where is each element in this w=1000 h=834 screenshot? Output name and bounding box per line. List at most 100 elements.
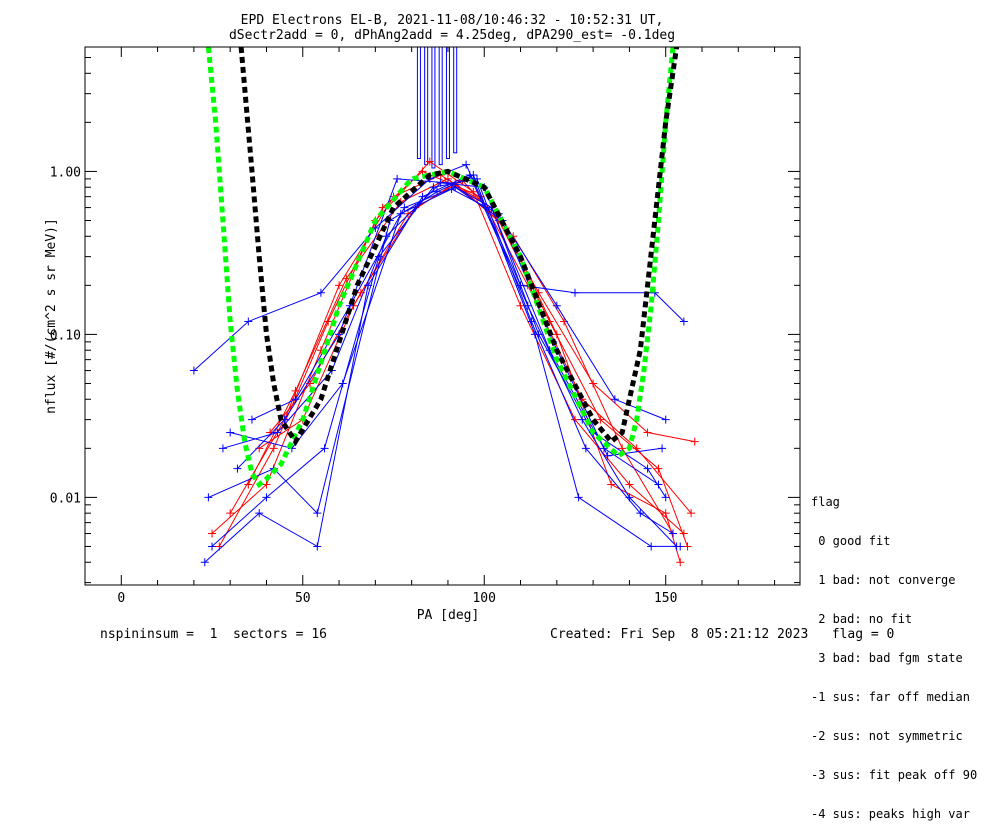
blue-data-point [291,395,300,404]
blue-data-point [218,444,227,453]
blue-data-point [313,509,322,518]
red-data-point [244,480,253,489]
blue-data-line [230,188,663,457]
red-data-point [625,480,634,489]
blue-data-point [244,317,253,326]
blue-data-line [222,182,667,498]
red-data-point [262,480,271,489]
blue-data-point [400,203,409,212]
red-data-point [596,415,605,424]
red-data-point [291,386,300,395]
spike-bar [453,46,458,154]
blue-data-point [603,451,612,460]
blue-data-point [226,428,235,437]
flag-legend-item: 0 good fit [811,534,891,548]
blue-data-point [233,464,242,473]
red-data-point [607,480,616,489]
red-data-point [643,428,652,437]
red-data-point [335,281,344,290]
blue-data-point [338,379,347,388]
blue-data-point [578,415,587,424]
flag-legend-item: -1 sus: far off median [811,690,970,704]
series-layer [189,46,699,567]
red-data-point [654,464,663,473]
red-data-point [687,509,696,518]
blue-data-point [189,366,198,375]
pitch-angle-chart: EPD Electrons EL-B, 2021-11-08/10:46:32 … [44,13,801,623]
x-axis-label: PA [deg] [417,608,480,623]
blue-data-point [204,493,213,502]
blue-data-line [208,174,681,547]
blue-data-point [200,558,209,567]
blue-data-point [610,395,619,404]
spike-bar [438,46,443,166]
spike-bar [424,46,429,166]
blue-data-point [647,542,656,551]
red-data-point [425,157,434,166]
red-data-point [589,379,598,388]
blue-data-point [668,529,677,538]
blue-data-line [204,174,677,563]
flag-legend-item: -2 sus: not symmetric [811,729,963,743]
flag-legend-item: 1 bad: not converge [811,573,956,587]
red-data-point [226,509,235,518]
blue-data-point [658,444,667,453]
y-axis-label: nflux [#/(cm^2 s sr MeV)] [44,218,59,414]
blue-data-line [237,178,659,485]
blue-data-point [676,542,685,551]
blue-data-point [636,509,645,518]
x-tick-label: 150 [654,591,677,606]
blue-data-point [679,317,688,326]
spike-bar [445,46,450,160]
blue-data-point [255,509,264,518]
chart-title-line1: EPD Electrons EL-B, 2021-11-08/10:46:32 … [241,13,664,28]
blue-data-point [393,174,402,183]
blue-data-point [552,301,561,310]
blue-data-point [661,493,670,502]
plot-frame [84,46,801,586]
blue-data-point [273,428,282,437]
blue-data-point [462,160,471,169]
red-data-point [683,542,692,551]
footer-right: Created: Fri Sep 8 05:21:12 2023 flag = … [550,627,895,642]
red-data-point [690,437,699,446]
x-tick-label: 50 [295,591,311,606]
flag-legend-item: -4 sus: peaks high var [811,807,970,821]
blue-data-point [208,542,217,551]
blue-data-point [320,444,329,453]
blue-data-point [418,192,427,201]
blue-data-point [262,493,271,502]
red-data-point [404,209,413,218]
blue-data-point [396,209,405,218]
black-fit-curve [238,46,680,447]
chart-title-line2: dSectr2add = 0, dPhAng2add = 4.25deg, dP… [229,28,675,43]
red-data-line [229,174,695,514]
flag-legend-item: 3 bad: bad fgm state [811,651,963,665]
red-data-line [258,182,681,563]
red-data-point [661,509,670,518]
y-tick-label: 1.00 [50,165,81,180]
blue-data-point [661,415,670,424]
blue-data-line [211,178,674,547]
flag-legend-item: -3 sus: fit peak off 90 [811,768,978,782]
blue-data-point [316,288,325,297]
blue-data-point [247,415,256,424]
red-data-point [552,330,561,339]
red-data-point [676,558,685,567]
blue-data-point [654,480,663,489]
axis-layer: 0 50 100 150 0.01 0.10 1.00 [50,47,800,606]
flag-legend-title: flag [811,495,840,509]
flag-legend: flag 0 good fit 1 bad: not converge 2 ba… [811,470,977,834]
blue-data-point [443,178,452,187]
red-data-point [516,301,525,310]
blue-data-point [313,542,322,551]
y-tick-label: 0.10 [50,328,81,343]
blue-data-point [570,288,579,297]
blue-data-line [251,186,666,421]
blue-data-point [643,464,652,473]
y-tick-label: 0.01 [50,491,81,506]
blue-data-point [433,187,442,196]
flag-legend-item: 2 bad: no fit [811,612,913,626]
red-data-point [269,444,278,453]
spike-bar [416,46,421,160]
